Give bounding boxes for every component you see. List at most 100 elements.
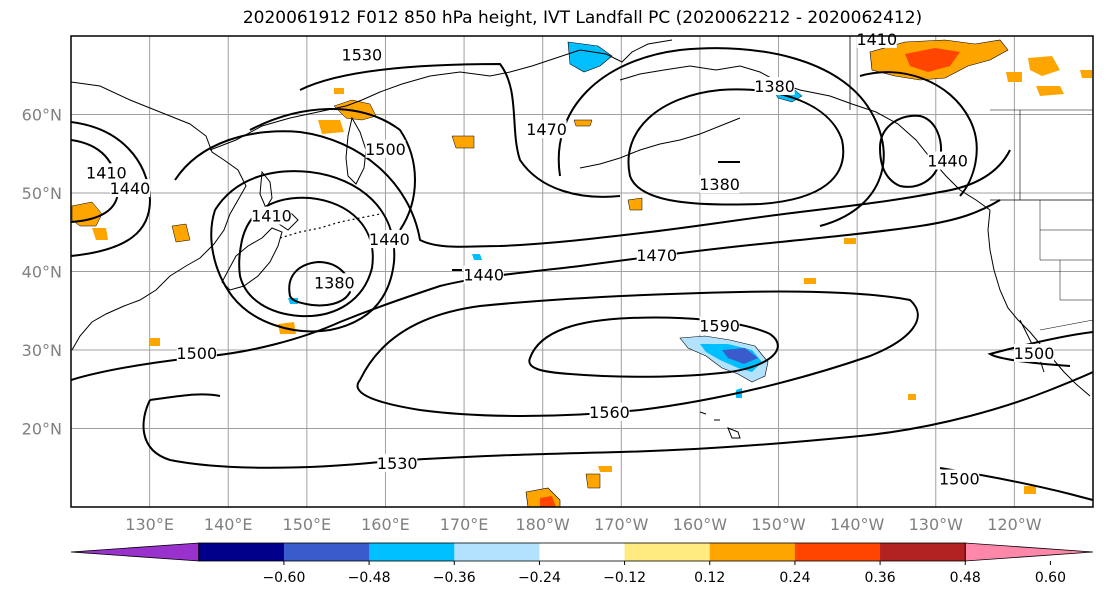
contour-label: 1500: [939, 470, 980, 489]
contour-1500: [71, 199, 1001, 381]
contour-label: 1380: [699, 175, 740, 194]
positive-ivt-patch: [451, 135, 475, 149]
contour-label: 1410: [86, 163, 127, 182]
positive-ivt-patch: [71, 201, 103, 227]
colorbar-segment: [454, 543, 540, 561]
lon-tick-label: 130°W: [909, 515, 964, 534]
positive-ivt-patch: [585, 473, 601, 489]
colorbar-tick-label: −0.24: [518, 570, 561, 586]
contour-1500-east: [987, 331, 1093, 367]
lon-tick-label: 140°W: [830, 515, 885, 534]
lat-tick-label: 30°N: [22, 341, 62, 360]
coastlines: [71, 36, 1093, 439]
colorbar-segment: [880, 543, 966, 561]
chart-title: 2020061912 F012 850 hPa height, IVT Land…: [242, 8, 923, 28]
sakhalin-coastline: [259, 170, 273, 210]
contour-label: 1530: [342, 46, 383, 65]
contour-label: 1470: [636, 246, 677, 265]
contour-label: 1380: [754, 77, 795, 96]
contour-label-bg: [251, 206, 292, 225]
contour-1500-north: [249, 108, 416, 231]
colorbar-tick-label: 0.60: [1035, 570, 1066, 586]
positive-ivt-patch: [844, 238, 856, 244]
contour-1590: [528, 316, 779, 378]
latitude-labels: 60°N 50°N 40°N 30°N 20°N: [22, 106, 62, 439]
contour-label: 1440: [927, 152, 968, 171]
negative-ivt-patch: [472, 254, 482, 260]
lon-tick-label: 160°W: [673, 515, 728, 534]
graticule: [71, 36, 1093, 507]
contour-label-bg: [754, 77, 795, 96]
us-states: [1039, 200, 1093, 301]
contour-1440-far-west: [71, 121, 152, 257]
negative-ivt-patch: [722, 348, 758, 364]
negative-ivt-patch: [288, 298, 298, 304]
positive-ivt-patch: [1028, 56, 1060, 76]
contour-label-bg: [856, 29, 897, 48]
lat-tick-label: 20°N: [22, 420, 62, 439]
contour-1530-north: [299, 62, 621, 198]
contour-label-bg: [86, 163, 127, 182]
height-contours: [71, 47, 1093, 501]
lon-tick-label: 180°W: [516, 515, 571, 534]
contour-label: 1530: [377, 454, 418, 473]
lon-tick-label: 150°E: [283, 515, 332, 534]
contour-label: 1560: [589, 403, 630, 422]
contour-label-bg: [927, 151, 968, 170]
contour-1530: [142, 371, 1093, 469]
contour-label-bg: [341, 45, 382, 64]
contour-label-bg: [699, 175, 740, 194]
contour-label-bg: [314, 273, 355, 292]
colorbar-tick-label: −0.48: [348, 570, 391, 586]
colorbar: −0.60 −0.48 −0.36 −0.24 −0.12 0.12 0.24 0.36 0.4…: [70, 542, 1094, 586]
siberia-coastline: [209, 39, 673, 151]
contour-label-bg: [109, 179, 150, 198]
positive-ivt-patch: [905, 48, 960, 72]
colorbar-segment: [198, 543, 285, 561]
map-frame: [70, 35, 1094, 508]
lat-tick-label: 60°N: [22, 106, 62, 125]
contour-label-bg: [699, 316, 740, 335]
positive-ivt-patch: [171, 223, 191, 243]
positive-ivt-patch: [1006, 72, 1022, 82]
positive-ivt-patch: [627, 197, 643, 211]
na-west-coastline: [987, 209, 1091, 397]
contour-label-bg: [369, 230, 410, 249]
contour-label: 1590: [699, 316, 740, 335]
colorbar-segment: [709, 543, 796, 561]
contour-label: 1410: [251, 207, 292, 226]
contour-1380-west: [288, 260, 352, 307]
alaska-coastline: [619, 65, 991, 211]
lon-tick-label: 170°W: [594, 515, 649, 534]
contour-label-bg: [589, 402, 630, 421]
contour-1560: [356, 290, 919, 417]
colorbar-segment: [283, 543, 370, 561]
longitude-labels: 130°E 140°E 150°E 160°E 170°E 180°W 170°W 160°W…: [125, 515, 1041, 534]
asia-coastline: [71, 81, 247, 351]
positive-ivt-patch: [573, 119, 593, 127]
colorbar-tick-label: −0.60: [262, 570, 305, 586]
colorbar-segment: [539, 543, 626, 561]
positive-ivt-patch: [150, 338, 160, 346]
positive-ivt-patch: [92, 228, 108, 240]
contour-label-bg: [463, 265, 504, 284]
colorbar-frame: [198, 542, 966, 562]
aleutians: [579, 117, 741, 169]
contour-label: 1440: [369, 230, 410, 249]
contour-label: 1500: [1014, 344, 1055, 363]
hawaii-islands: [699, 411, 741, 439]
colorbar-tick-label: 0.12: [694, 570, 725, 586]
positive-ivt-patch: [318, 120, 344, 134]
lat-tick-label: 40°N: [22, 263, 62, 282]
contour-label: 1440: [463, 265, 504, 284]
lat-tick-label: 50°N: [22, 184, 62, 203]
positive-ivt-patch: [1036, 86, 1064, 96]
colorbar-tick-label: 0.24: [779, 570, 810, 586]
contour-label-bg: [636, 245, 677, 264]
positive-ivt-patch: [804, 278, 816, 284]
contour-1470-ne: [859, 71, 978, 197]
lon-tick-label: 170°E: [440, 515, 489, 534]
positive-ivt-patch: [1024, 486, 1036, 494]
lon-tick-label: 150°W: [751, 515, 806, 534]
